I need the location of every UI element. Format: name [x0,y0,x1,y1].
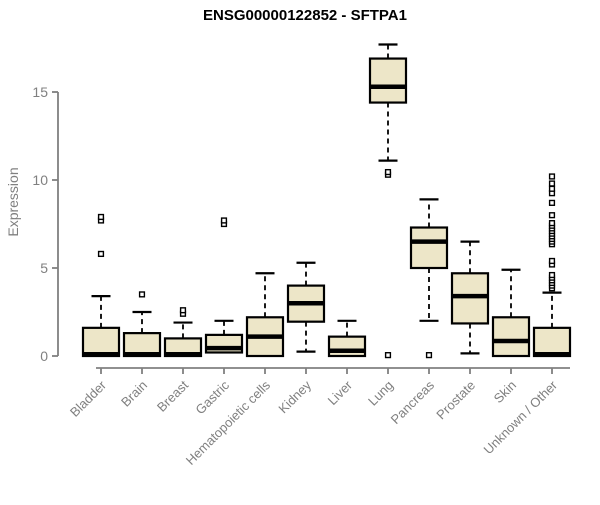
x-category-label: Skin [491,378,519,406]
box-breast [163,307,203,358]
x-category-label: Lung [365,378,396,409]
box-liver [327,319,367,358]
outlier-point [548,180,556,187]
x-category-label: Gastric [192,377,232,417]
y-axis: 0 5 10 15 [32,84,59,364]
box-prostate [450,240,490,355]
outlier-point [548,185,556,192]
x-category-label: Bladder [67,377,110,420]
y-tick-label: 0 [40,348,48,364]
chart-title: ENSG00000122852 - SFTPA1 [202,7,407,24]
box-lung [368,43,408,359]
box-kidney [286,261,326,353]
outlier-point [548,271,556,279]
x-category-label: Breast [154,377,191,414]
y-axis-title: Expression [5,167,21,237]
y-tick-label: 15 [32,84,48,100]
box-brain [122,291,162,358]
outlier-point [548,173,556,180]
outlier-point [179,307,187,314]
x-category-label: Kidney [275,377,314,416]
box-pancreas [409,198,449,359]
outlier-point [97,250,105,258]
outlier-point [548,257,556,265]
y-tick-label: 10 [32,172,48,188]
x-category-label: Liver [325,377,356,408]
y-tick-label: 5 [40,260,48,276]
outlier-point [384,352,392,359]
box-gastric [204,217,244,354]
x-category-label: Unknown / Other [481,377,561,457]
box-skin [491,268,531,358]
outlier-point [548,220,556,227]
outlier-point [384,168,392,176]
outlier-point [220,217,228,224]
iqr-box [532,326,572,358]
iqr-box [81,326,121,358]
iqr-box [409,226,449,270]
iqr-box [327,335,367,358]
x-category-label: Pancreas [388,377,438,427]
outlier-point [138,291,146,298]
outlier-point [425,352,433,359]
x-category-label: Brain [118,378,150,410]
outlier-point [97,213,105,221]
box-hematopoietic-cells [245,272,285,358]
outlier-point [548,212,556,219]
box-bladder [81,213,121,358]
outlier-point [548,199,556,206]
box-unknown-other [532,173,572,358]
iqr-box [368,57,408,104]
iqr-box [491,316,531,358]
x-category-label: Prostate [433,378,478,423]
